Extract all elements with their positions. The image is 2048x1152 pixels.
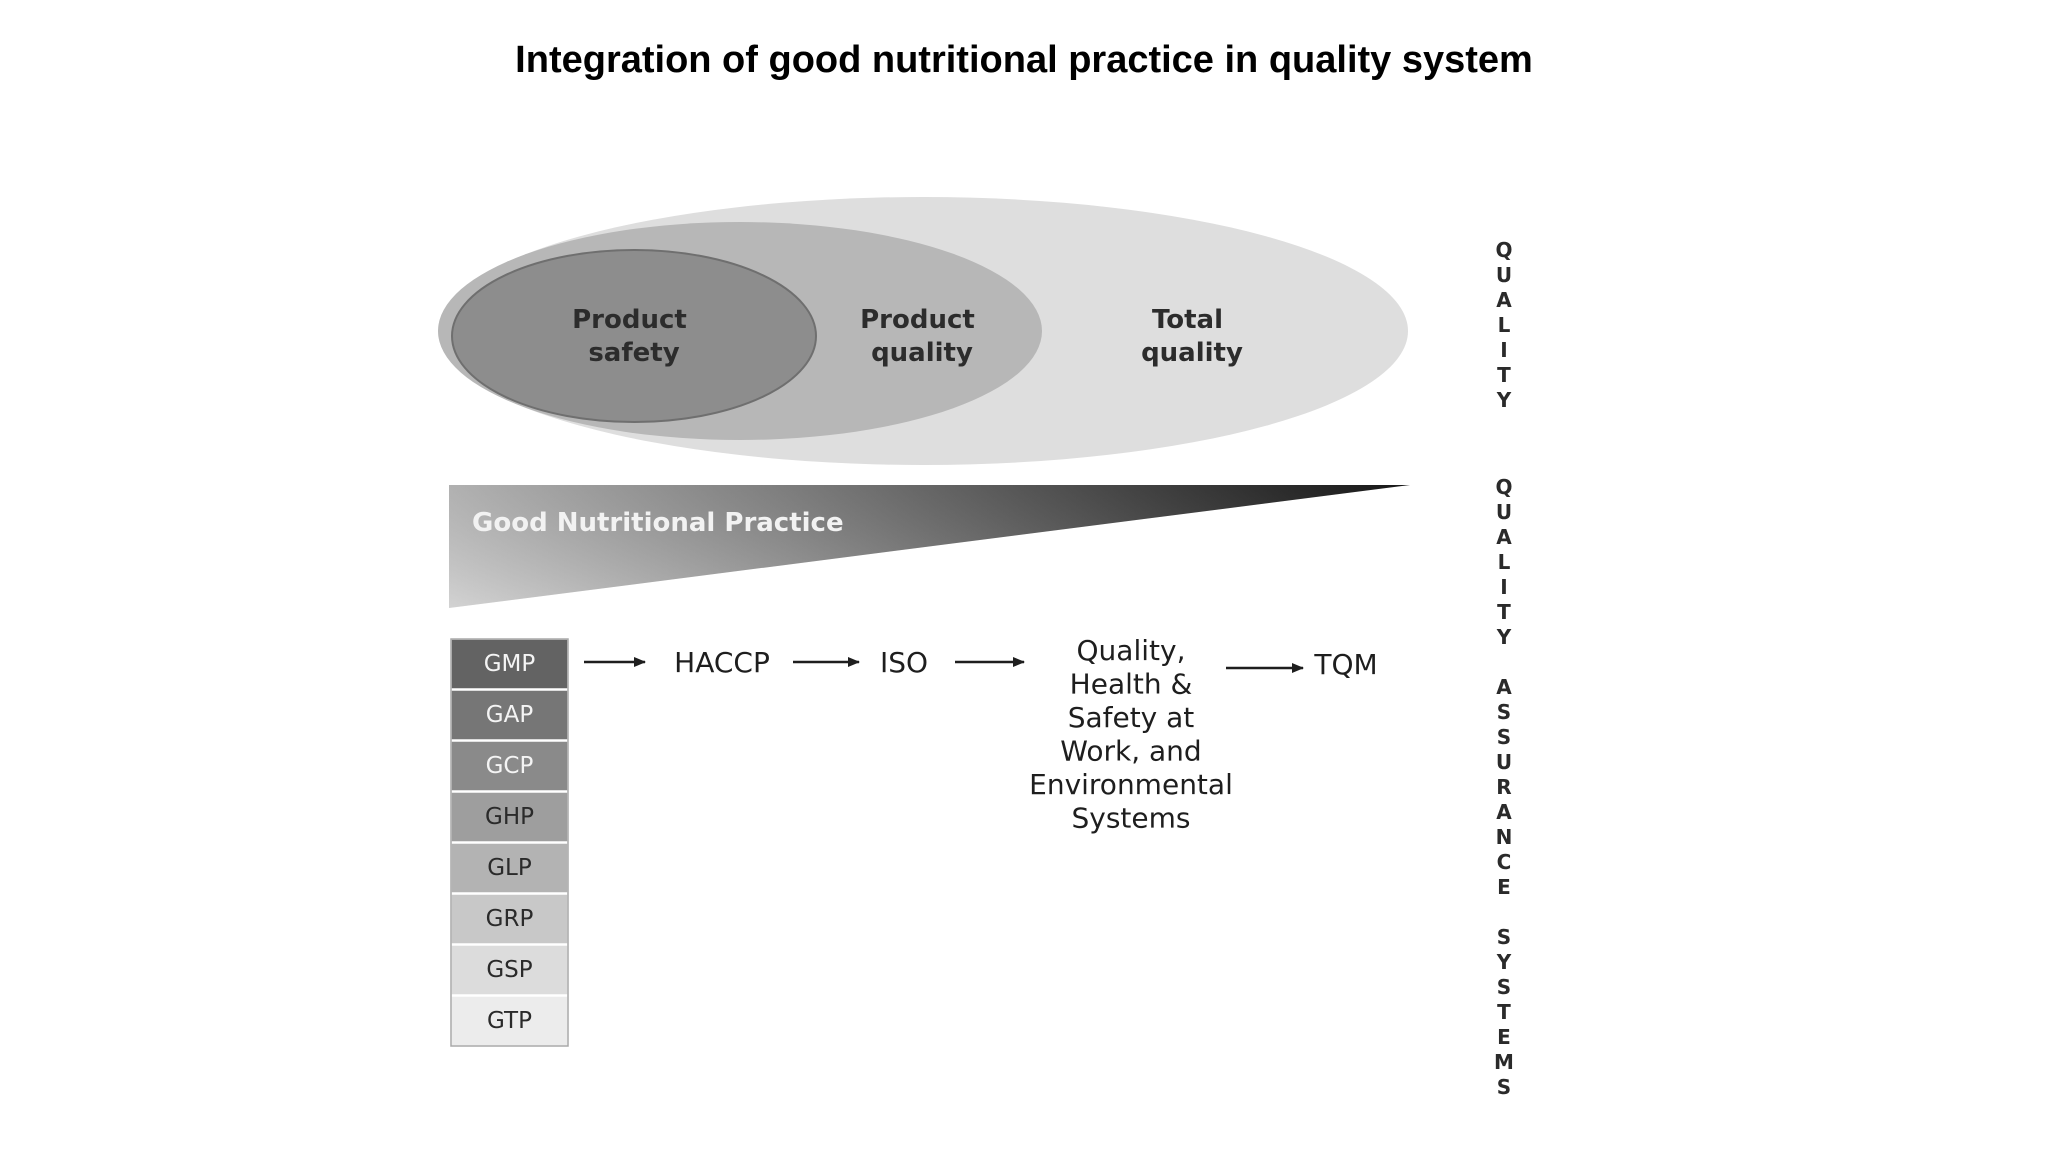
practice-cell-gsp [450, 944, 569, 996]
practice-label-gsp: GSP [486, 957, 532, 983]
product-safety-label: Product safety [572, 305, 696, 368]
good-nutritional-practice-wedge: Good Nutritional Practice [449, 485, 1410, 608]
practice-cell-glp [450, 842, 569, 894]
flow-step-qhse: Quality, Health & Safety at Work, and Enviro… [1029, 634, 1233, 835]
flow-step-tqm: TQM [1313, 648, 1377, 681]
product-safety-ellipse [451, 249, 817, 423]
practices-stack-border [450, 638, 569, 1047]
slide-title: Integration of good nutritional practice… [515, 39, 1533, 81]
practice-label-ghp: GHP [485, 804, 534, 830]
product-quality-label: Product quality [860, 305, 984, 368]
practice-label-glp: GLP [487, 855, 532, 881]
flow-step-iso: ISO [880, 646, 928, 679]
practice-label-gtp: GTP [487, 1008, 532, 1034]
practice-label-gmp: GMP [484, 651, 536, 677]
practice-cell-ghp [450, 791, 569, 843]
practice-label-grp: GRP [486, 906, 534, 932]
total-quality-label: Total quality [1141, 305, 1243, 368]
assurance-flow: HACCP ISO Quality, Health & Safety at Work,… [584, 634, 1378, 835]
practices-stack: GMP GAP GCP GHP GLP GRP GSP GTP [450, 638, 569, 1047]
practice-label-gcp: GCP [486, 753, 534, 779]
wedge-label: Good Nutritional Practice [472, 508, 844, 538]
flow-step-haccp: HACCP [674, 646, 770, 679]
practice-label-gap: GAP [486, 702, 534, 728]
quality-scope-ellipses: Product safety Product quality Total qua… [438, 197, 1408, 465]
